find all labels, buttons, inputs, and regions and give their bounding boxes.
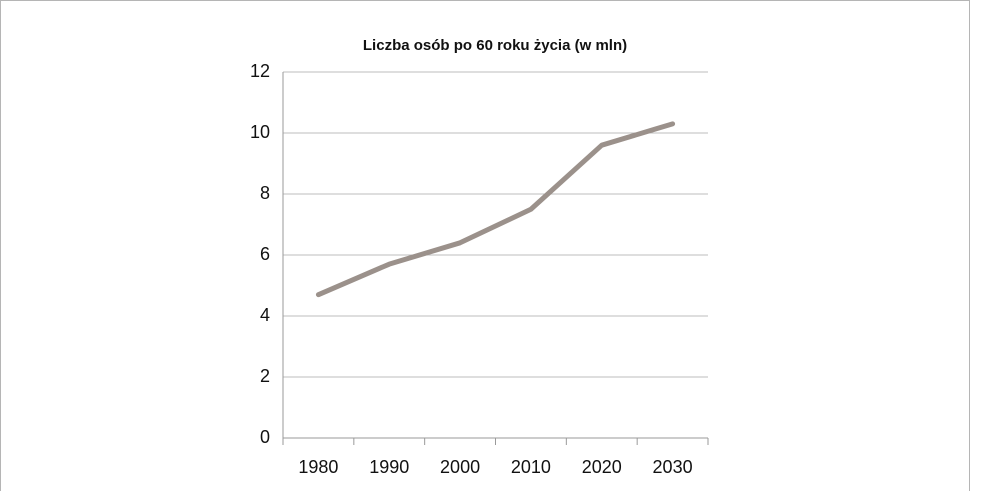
x-tick-label: 1980 bbox=[298, 457, 338, 477]
y-tick-label: 2 bbox=[260, 366, 270, 386]
y-tick-label: 0 bbox=[260, 427, 270, 447]
y-tick-label: 6 bbox=[260, 244, 270, 264]
x-tick-label: 2010 bbox=[511, 457, 551, 477]
y-tick-label: 10 bbox=[250, 122, 270, 142]
y-tick-label: 4 bbox=[260, 305, 270, 325]
x-tick-label: 2030 bbox=[653, 457, 693, 477]
y-tick-label: 8 bbox=[260, 183, 270, 203]
data-line bbox=[315, 121, 676, 298]
chart-title: Liczba osób po 60 roku życia (w mln) bbox=[363, 37, 627, 54]
x-tick-label: 1990 bbox=[369, 457, 409, 477]
y-tick-label: 12 bbox=[250, 61, 270, 81]
x-tick-label: 2000 bbox=[440, 457, 480, 477]
x-tick-label: 2020 bbox=[582, 457, 622, 477]
